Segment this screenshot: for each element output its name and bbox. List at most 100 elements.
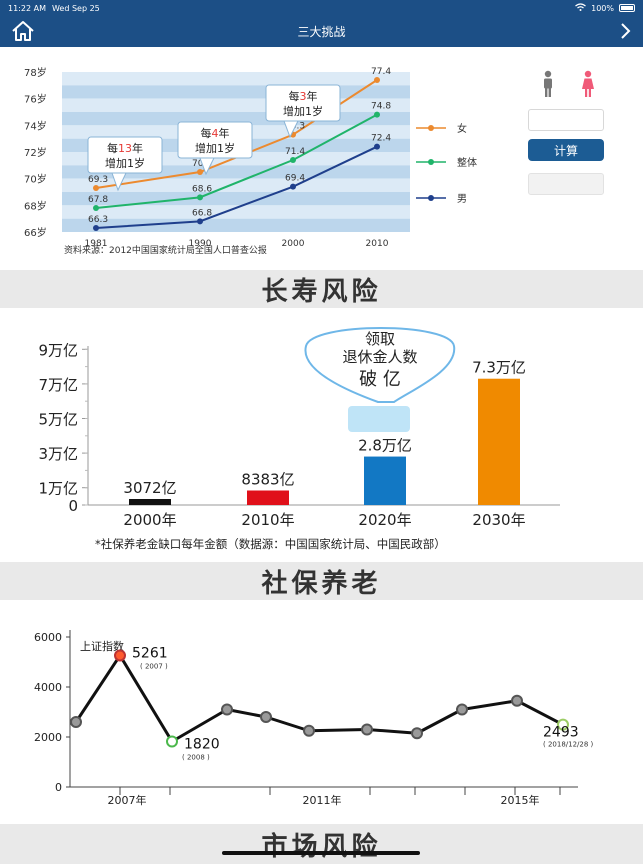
bar (129, 499, 171, 505)
x-tick-label: 2011年 (303, 793, 342, 807)
y-tick-label: 76岁 (24, 93, 47, 106)
annotation-date: ( 2018/12/28 ) (543, 741, 594, 749)
home-icon (12, 21, 34, 41)
bar (247, 490, 289, 505)
male-point (374, 143, 380, 150)
x-tick-label: 2015年 (501, 793, 540, 807)
callout-box (265, 84, 341, 122)
bar-value-label: 8383亿 (241, 470, 294, 488)
female-legend-label: 女 (457, 122, 467, 135)
female-point (374, 77, 380, 83)
callout-post: 年 (307, 89, 318, 103)
home-button[interactable] (11, 20, 35, 42)
annotation-date: ( 2007 ) (140, 662, 168, 670)
callout-line2: 增加1岁 (283, 104, 323, 118)
calculate-button[interactable]: 计算 (528, 139, 604, 161)
bar-value-label: 7.3万亿 (472, 359, 526, 377)
callout-box (87, 136, 163, 174)
male-legend-label: 男 (457, 193, 467, 205)
overall-value-label: 68.6 (192, 184, 212, 194)
battery-icon (619, 4, 635, 12)
x-tick-label: 2007年 (108, 793, 147, 807)
overall-line (95, 113, 378, 209)
balloon-line3: 破 亿 (359, 369, 401, 390)
index-point (511, 694, 523, 707)
chevron-right-icon (621, 23, 631, 39)
callout-post: 年 (219, 126, 230, 140)
grid-band (62, 192, 410, 206)
status-date: Wed Sep 25 (51, 3, 100, 13)
male-legend-marker (428, 195, 434, 201)
status-bar: 11:22 AM Wed Sep 25 100% (0, 0, 643, 16)
x-tick-label: 2000年 (123, 511, 176, 529)
annotation-value: 5261 (132, 645, 168, 661)
balloon-basket (348, 406, 410, 432)
overall-point (197, 194, 203, 201)
callout-box (177, 121, 253, 159)
balloon-line1: 领取 (365, 330, 395, 348)
overall-legend-marker (428, 159, 434, 165)
y-tick-label: 5万亿 (38, 411, 78, 429)
callout-number: 4 (212, 127, 219, 140)
y-tick-label: 1万亿 (38, 480, 78, 498)
overall-point (374, 111, 380, 118)
callout-post: 年 (132, 141, 143, 155)
section-title-longevity: 长寿风险 (0, 270, 643, 308)
y-tick-label: 2000 (34, 731, 62, 744)
y-tick-label: 66岁 (24, 226, 47, 239)
bar (364, 456, 406, 505)
battery-percent: 100% (591, 3, 614, 13)
series-label: 上证指数 (80, 639, 124, 653)
y-tick-label: 78岁 (24, 66, 47, 79)
index-point (114, 649, 126, 662)
male-value-label: 66.8 (192, 208, 212, 218)
callout-line2: 增加1岁 (105, 156, 145, 170)
annotation-date: ( 2008 ) (182, 754, 210, 762)
y-tick-label: 4000 (34, 681, 62, 694)
y-tick-label: 70岁 (24, 173, 47, 186)
grid-band (62, 98, 410, 112)
index-point (303, 724, 315, 737)
callout-line2: 增加1岁 (195, 141, 235, 155)
y-tick-label: 9万亿 (38, 341, 78, 359)
x-tick-label: 1990 (189, 239, 212, 249)
pension-footnote: *社保养老金缺口每年金额（数据源：中国国家统计局、中国民政部） (95, 537, 446, 551)
bar-value-label: 3072亿 (123, 479, 176, 497)
female-point (93, 185, 99, 191)
overall-point (93, 205, 99, 211)
x-tick-label: 2010年 (241, 511, 294, 529)
female-point (197, 169, 203, 175)
x-tick-label: 2030年 (472, 511, 525, 529)
x-tick-label: 2000 (282, 239, 305, 249)
grid-band (62, 178, 410, 192)
callout-line1: 每3年 (289, 89, 318, 103)
age-input[interactable] (528, 109, 604, 131)
y-tick-label: 6000 (34, 631, 62, 644)
male-line (95, 145, 378, 229)
home-indicator (222, 851, 420, 855)
female-legend-marker (428, 125, 434, 131)
next-button[interactable] (617, 21, 633, 41)
navigation-bar: 三大挑战 (0, 16, 643, 47)
source-note: 资料来源：2012中国国家统计局全国人口普查公报 (64, 244, 267, 256)
callout-line1: 每4年 (201, 126, 230, 140)
bar (478, 378, 520, 505)
overall-value-label: 74.8 (371, 102, 391, 112)
male-icon[interactable] (541, 70, 555, 98)
x-tick-label: 1981 (85, 239, 108, 249)
bar-value-label: 2.8万亿 (358, 437, 412, 455)
male-value-label: 69.4 (285, 174, 305, 184)
section-title-market-risk: 市场风险 (0, 824, 643, 864)
overall-legend-label: 整体 (457, 156, 477, 169)
index-point (411, 727, 423, 740)
overall-value-label: 71.4 (285, 147, 305, 157)
y-tick-label: 0 (55, 781, 62, 794)
overall-point (290, 157, 296, 163)
callout-number: 3 (300, 90, 307, 103)
index-point (260, 711, 272, 723)
female-icon[interactable] (580, 70, 596, 98)
annotation-value: 2493 (543, 725, 579, 741)
grid-band (62, 205, 410, 219)
